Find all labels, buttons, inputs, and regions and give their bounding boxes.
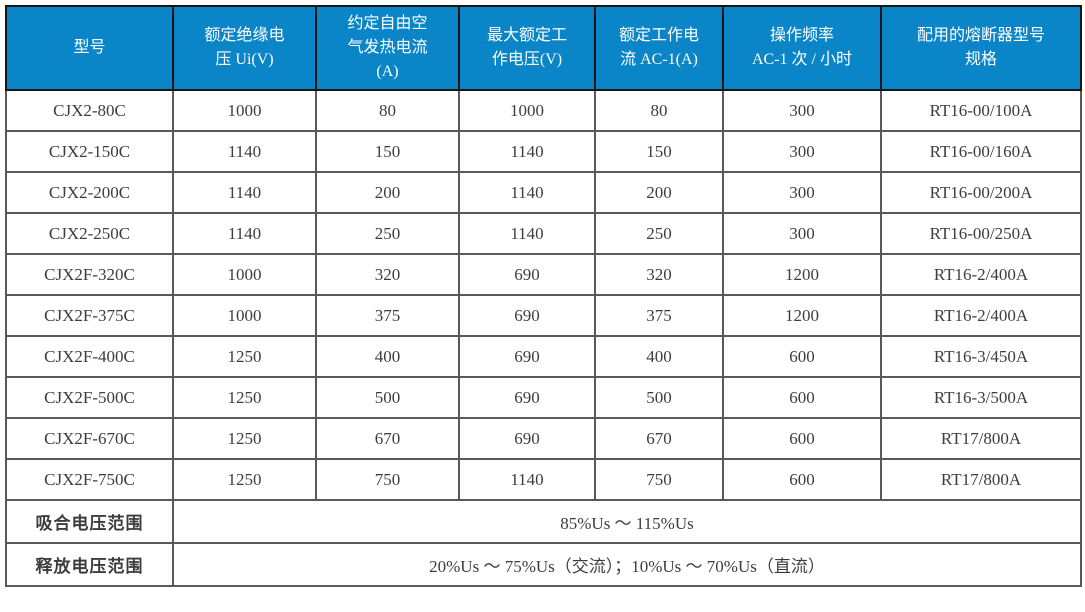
column-header-model: 型号 <box>5 5 174 91</box>
value-cell: 690 <box>458 417 596 460</box>
value-cell: 375 <box>594 294 724 337</box>
value-cell: 690 <box>458 335 596 378</box>
value-cell: 750 <box>315 458 460 501</box>
table-row: CJX2F-500C 1250 500 690 500 600 RT16-3/5… <box>5 376 1082 419</box>
model-cell: CJX2F-375C <box>5 294 174 337</box>
value-cell: 670 <box>594 417 724 460</box>
model-cell: CJX2F-670C <box>5 417 174 460</box>
model-cell: CJX2-250C <box>5 212 174 255</box>
column-header-insulation-voltage: 额定绝缘电 压 Ui(V) <box>172 5 317 91</box>
value-cell: 1200 <box>722 253 882 296</box>
value-cell: 300 <box>722 212 882 255</box>
fuse-cell: RT16-3/500A <box>880 376 1082 419</box>
value-cell: 150 <box>315 130 460 173</box>
model-cell: CJX2-80C <box>5 89 174 132</box>
value-cell: 1250 <box>172 417 317 460</box>
release-voltage-label: 释放电压范围 <box>5 542 174 587</box>
value-cell: 1000 <box>172 253 317 296</box>
table-row: CJX2F-400C 1250 400 690 400 600 RT16-3/4… <box>5 335 1082 378</box>
table-row: CJX2F-320C 1000 320 690 320 1200 RT16-2/… <box>5 253 1082 296</box>
value-cell: 1140 <box>458 458 596 501</box>
value-cell: 400 <box>594 335 724 378</box>
fuse-cell: RT16-00/100A <box>880 89 1082 132</box>
value-cell: 300 <box>722 171 882 214</box>
column-header-fuse-spec: 配用的熔断器型号 规格 <box>880 5 1082 91</box>
value-cell: 80 <box>315 89 460 132</box>
value-cell: 375 <box>315 294 460 337</box>
fuse-cell: RT16-00/200A <box>880 171 1082 214</box>
table-row: CJX2F-375C 1000 375 690 375 1200 RT16-2/… <box>5 294 1082 337</box>
value-cell: 80 <box>594 89 724 132</box>
value-cell: 600 <box>722 458 882 501</box>
contactor-spec-table: 型号 额定绝缘电 压 Ui(V) 约定自由空 气发热电流 (A) 最大额定工 作… <box>5 5 1082 587</box>
release-voltage-value: 20%Us ～ 75%Us（交流）；10%Us ～ 70%Us（直流） <box>172 542 1082 587</box>
column-header-working-current: 额定工作电 流 AC-1(A) <box>594 5 724 91</box>
value-cell: 690 <box>458 376 596 419</box>
table-row: CJX2F-750C 1250 750 1140 750 600 RT17/80… <box>5 458 1082 501</box>
header-row: 型号 额定绝缘电 压 Ui(V) 约定自由空 气发热电流 (A) 最大额定工 作… <box>5 5 1082 91</box>
value-cell: 690 <box>458 253 596 296</box>
value-cell: 200 <box>594 171 724 214</box>
model-cell: CJX2F-500C <box>5 376 174 419</box>
value-cell: 1250 <box>172 376 317 419</box>
model-cell: CJX2F-400C <box>5 335 174 378</box>
model-cell: CJX2F-750C <box>5 458 174 501</box>
value-cell: 1140 <box>172 171 317 214</box>
pickup-voltage-row: 吸合电压范围 85%Us ～ 115%Us <box>5 499 1082 544</box>
value-cell: 300 <box>722 130 882 173</box>
value-cell: 600 <box>722 335 882 378</box>
column-header-max-working-voltage: 最大额定工 作电压(V) <box>458 5 596 91</box>
column-header-thermal-current: 约定自由空 气发热电流 (A) <box>315 5 460 91</box>
value-cell: 320 <box>315 253 460 296</box>
model-cell: CJX2F-320C <box>5 253 174 296</box>
value-cell: 1000 <box>172 89 317 132</box>
value-cell: 300 <box>722 89 882 132</box>
value-cell: 1140 <box>458 130 596 173</box>
table-row: CJX2F-670C 1250 670 690 670 600 RT17/800… <box>5 417 1082 460</box>
table-row: CJX2-150C 1140 150 1140 150 300 RT16-00/… <box>5 130 1082 173</box>
fuse-cell: RT17/800A <box>880 417 1082 460</box>
fuse-cell: RT16-3/450A <box>880 335 1082 378</box>
value-cell: 1000 <box>458 89 596 132</box>
value-cell: 1140 <box>458 171 596 214</box>
value-cell: 400 <box>315 335 460 378</box>
fuse-cell: RT17/800A <box>880 458 1082 501</box>
value-cell: 500 <box>594 376 724 419</box>
pickup-voltage-label: 吸合电压范围 <box>5 499 174 544</box>
fuse-cell: RT16-00/160A <box>880 130 1082 173</box>
table-row: CJX2-250C 1140 250 1140 250 300 RT16-00/… <box>5 212 1082 255</box>
column-header-operation-frequency: 操作频率 AC-1 次 / 小时 <box>722 5 882 91</box>
fuse-cell: RT16-2/400A <box>880 294 1082 337</box>
model-cell: CJX2-150C <box>5 130 174 173</box>
value-cell: 600 <box>722 376 882 419</box>
value-cell: 250 <box>315 212 460 255</box>
value-cell: 1250 <box>172 458 317 501</box>
model-cell: CJX2-200C <box>5 171 174 214</box>
value-cell: 500 <box>315 376 460 419</box>
pickup-voltage-value: 85%Us ～ 115%Us <box>172 499 1082 544</box>
value-cell: 1140 <box>172 212 317 255</box>
table-row: CJX2-80C 1000 80 1000 80 300 RT16-00/100… <box>5 89 1082 132</box>
value-cell: 320 <box>594 253 724 296</box>
value-cell: 750 <box>594 458 724 501</box>
value-cell: 690 <box>458 294 596 337</box>
value-cell: 670 <box>315 417 460 460</box>
value-cell: 1000 <box>172 294 317 337</box>
page: 型号 额定绝缘电 压 Ui(V) 约定自由空 气发热电流 (A) 最大额定工 作… <box>5 5 1082 587</box>
fuse-cell: RT16-2/400A <box>880 253 1082 296</box>
value-cell: 1140 <box>458 212 596 255</box>
release-voltage-row: 释放电压范围 20%Us ～ 75%Us（交流）；10%Us ～ 70%Us（直… <box>5 542 1082 587</box>
table-row: CJX2-200C 1140 200 1140 200 300 RT16-00/… <box>5 171 1082 214</box>
value-cell: 1250 <box>172 335 317 378</box>
value-cell: 150 <box>594 130 724 173</box>
value-cell: 1200 <box>722 294 882 337</box>
value-cell: 250 <box>594 212 724 255</box>
fuse-cell: RT16-00/250A <box>880 212 1082 255</box>
value-cell: 200 <box>315 171 460 214</box>
value-cell: 1140 <box>172 130 317 173</box>
value-cell: 600 <box>722 417 882 460</box>
